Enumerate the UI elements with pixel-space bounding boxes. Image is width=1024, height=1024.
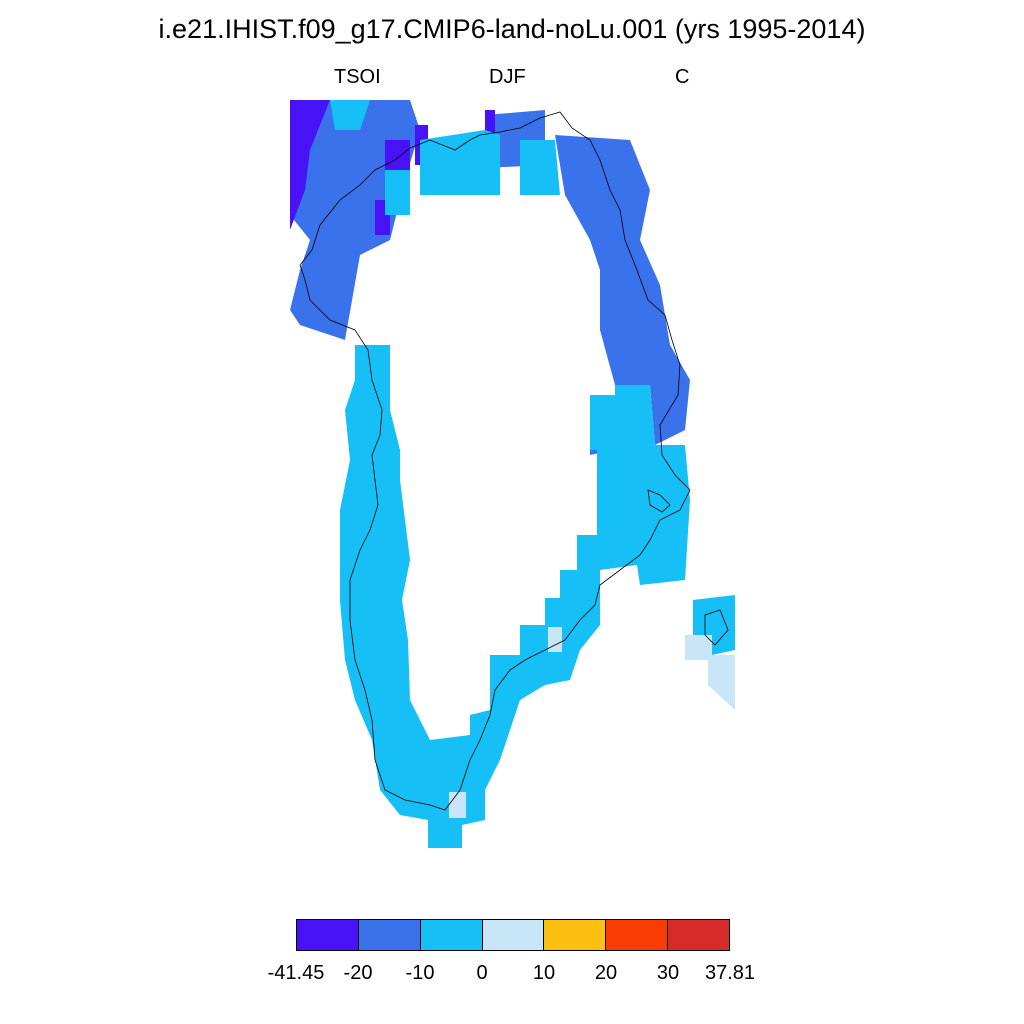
coastline [299, 111, 729, 811]
colorbar-tick-label: 37.81 [704, 962, 756, 984]
colorbar-tick-label: 10 [532, 962, 556, 984]
season-label: DJF [489, 66, 526, 88]
colorbar-tick-label: -41.45 [267, 962, 325, 984]
colorbar-box-2 [420, 920, 483, 950]
colorbar-box-4 [544, 920, 607, 950]
colorbar-ticks: -41.45 -20 -10 0 10 20 30 37.81 [0, 962, 1024, 992]
colorbar-tick-label: -10 [405, 962, 435, 984]
colorbar-tick-label: 0 [476, 962, 488, 984]
colorbar-box-5 [606, 920, 669, 950]
colorbar-tick-label: 20 [594, 962, 618, 984]
colorbar-box-1 [358, 920, 421, 950]
variable-label: TSOI [334, 66, 381, 88]
colorbar-tick-label: 30 [656, 962, 680, 984]
colorbar-box-0 [297, 920, 359, 950]
colorbar-box-6 [668, 920, 730, 950]
colorbar [296, 919, 730, 951]
units-label: C [675, 66, 690, 88]
colorbar-tick-label: -20 [343, 962, 373, 984]
colorbar-box-3 [482, 920, 545, 950]
plot-title: i.e21.IHIST.f09_g17.CMIP6-land-noLu.001 … [158, 14, 866, 44]
